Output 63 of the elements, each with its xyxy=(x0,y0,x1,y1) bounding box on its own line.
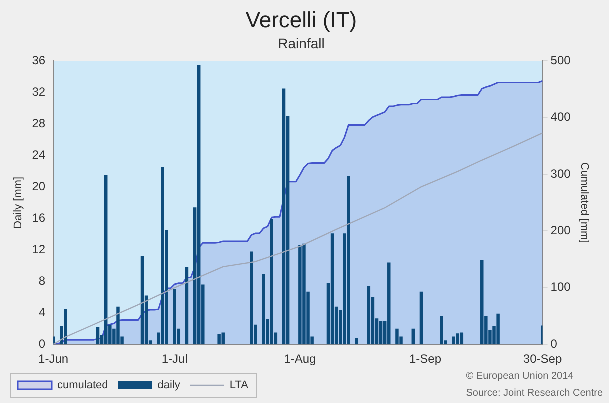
bar xyxy=(460,332,464,345)
bar xyxy=(116,306,120,345)
bar xyxy=(282,88,286,345)
bar xyxy=(355,338,358,345)
y-tick-label: 12 xyxy=(32,242,46,256)
bar xyxy=(456,334,460,345)
legend-label: daily xyxy=(158,380,181,392)
y-tick-label: 20 xyxy=(32,179,46,194)
bar xyxy=(412,328,416,345)
x-tick-label: 1-Jul xyxy=(162,352,188,366)
bar xyxy=(480,260,484,345)
y2-tick-label: 400 xyxy=(550,110,572,124)
bar xyxy=(222,332,225,345)
bar xyxy=(96,327,100,345)
bar xyxy=(420,292,424,345)
bar xyxy=(197,65,201,345)
y2-tick-label: 500 xyxy=(550,54,572,68)
x-tick-label: 1-Aug xyxy=(284,352,316,366)
text: © European Union 2014 xyxy=(466,370,575,384)
legend-label: cumulated xyxy=(58,380,108,392)
bar xyxy=(185,267,189,345)
y2-axis-title: Cumulated [mm] xyxy=(578,162,590,244)
bar xyxy=(452,336,456,345)
x-tick-label: 30-Sep xyxy=(523,352,562,366)
chart-title: Vercelli (IT) xyxy=(246,7,358,32)
bar xyxy=(140,256,144,345)
y-tick-label: 28 xyxy=(32,116,46,130)
bar xyxy=(541,326,543,345)
bar xyxy=(250,252,254,345)
bar xyxy=(367,286,371,345)
bar xyxy=(396,328,399,345)
bar xyxy=(388,262,391,345)
y-axis-title: Daily [mm] xyxy=(12,176,25,229)
x-tick-label: 1-Sep xyxy=(410,352,442,366)
y-tick-label: 4 xyxy=(38,305,46,320)
source-note: Source: Joint Research Centre xyxy=(466,387,603,401)
bar xyxy=(496,314,500,345)
bar xyxy=(347,176,350,345)
bar xyxy=(330,234,334,345)
chart-subtitle: Rainfall xyxy=(278,36,325,52)
y-tick-label: 16 xyxy=(32,210,46,225)
y2-tick-label: 200 xyxy=(550,224,572,238)
bar xyxy=(262,274,266,345)
bar xyxy=(440,316,444,345)
bar xyxy=(64,309,68,345)
y-tick-label: 24 xyxy=(32,148,46,162)
bar xyxy=(173,289,176,345)
bar xyxy=(161,167,164,345)
bar xyxy=(218,334,221,345)
y-tick-label: 0 xyxy=(38,336,46,351)
bar xyxy=(379,320,383,345)
y-tick-label: 32 xyxy=(32,85,46,99)
y-tick-label: 8 xyxy=(38,274,46,288)
y2-tick-label: 300 xyxy=(550,166,572,181)
bar xyxy=(298,245,302,345)
bar xyxy=(270,219,274,345)
y-tick-label: 36 xyxy=(32,54,46,68)
bar xyxy=(302,244,306,345)
legend-label: LTA xyxy=(230,380,250,392)
y2-tick-label: 0 xyxy=(550,336,558,351)
bar xyxy=(104,175,108,345)
x-tick-label: 1-Jun xyxy=(38,352,69,366)
y2-tick-label: 100 xyxy=(550,280,572,294)
